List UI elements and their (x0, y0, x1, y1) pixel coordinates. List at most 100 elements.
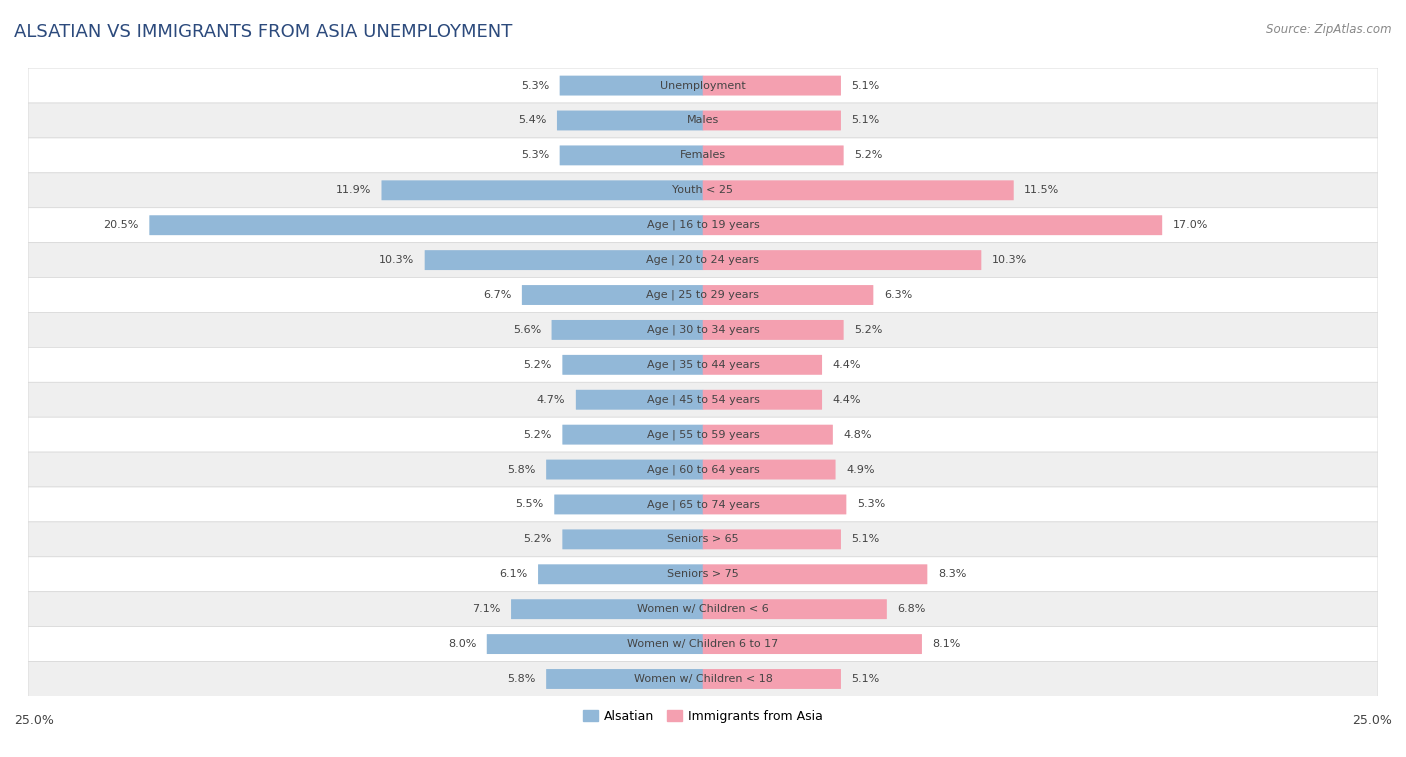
Text: Women w/ Children < 6: Women w/ Children < 6 (637, 604, 769, 614)
FancyBboxPatch shape (703, 529, 841, 550)
FancyBboxPatch shape (557, 111, 703, 130)
Text: Males: Males (688, 116, 718, 126)
Text: 6.8%: 6.8% (897, 604, 925, 614)
Text: 17.0%: 17.0% (1173, 220, 1208, 230)
Text: 20.5%: 20.5% (104, 220, 139, 230)
FancyBboxPatch shape (149, 215, 703, 235)
Text: 5.3%: 5.3% (520, 80, 550, 91)
Text: 6.1%: 6.1% (499, 569, 527, 579)
Text: Age | 20 to 24 years: Age | 20 to 24 years (647, 255, 759, 266)
FancyBboxPatch shape (28, 662, 1378, 696)
Text: Seniors > 65: Seniors > 65 (668, 534, 738, 544)
FancyBboxPatch shape (703, 180, 1014, 201)
Text: Age | 65 to 74 years: Age | 65 to 74 years (647, 499, 759, 509)
Text: 11.9%: 11.9% (336, 185, 371, 195)
Text: 8.0%: 8.0% (449, 639, 477, 649)
FancyBboxPatch shape (28, 173, 1378, 207)
Text: 4.7%: 4.7% (537, 394, 565, 405)
FancyBboxPatch shape (510, 600, 703, 619)
Text: Age | 30 to 34 years: Age | 30 to 34 years (647, 325, 759, 335)
FancyBboxPatch shape (703, 250, 981, 270)
FancyBboxPatch shape (28, 138, 1378, 173)
Text: Age | 25 to 29 years: Age | 25 to 29 years (647, 290, 759, 301)
FancyBboxPatch shape (28, 68, 1378, 103)
FancyBboxPatch shape (28, 207, 1378, 243)
FancyBboxPatch shape (703, 564, 928, 584)
Text: 4.8%: 4.8% (844, 430, 872, 440)
Text: 8.3%: 8.3% (938, 569, 966, 579)
Text: 6.3%: 6.3% (884, 290, 912, 300)
Text: 5.3%: 5.3% (856, 500, 886, 509)
FancyBboxPatch shape (486, 634, 703, 654)
Text: Women w/ Children < 18: Women w/ Children < 18 (634, 674, 772, 684)
FancyBboxPatch shape (703, 459, 835, 479)
FancyBboxPatch shape (381, 180, 703, 201)
Text: 5.2%: 5.2% (855, 325, 883, 335)
FancyBboxPatch shape (703, 425, 832, 444)
Text: 5.8%: 5.8% (508, 674, 536, 684)
Legend: Alsatian, Immigrants from Asia: Alsatian, Immigrants from Asia (578, 705, 828, 728)
FancyBboxPatch shape (28, 347, 1378, 382)
Text: Youth < 25: Youth < 25 (672, 185, 734, 195)
FancyBboxPatch shape (703, 111, 841, 130)
FancyBboxPatch shape (554, 494, 703, 515)
Text: Source: ZipAtlas.com: Source: ZipAtlas.com (1267, 23, 1392, 36)
Text: Seniors > 75: Seniors > 75 (666, 569, 740, 579)
FancyBboxPatch shape (28, 487, 1378, 522)
FancyBboxPatch shape (562, 529, 703, 550)
FancyBboxPatch shape (551, 320, 703, 340)
Text: 4.4%: 4.4% (832, 360, 860, 370)
Text: Age | 60 to 64 years: Age | 60 to 64 years (647, 464, 759, 475)
Text: 25.0%: 25.0% (1353, 714, 1392, 727)
Text: 5.8%: 5.8% (508, 465, 536, 475)
Text: 8.1%: 8.1% (932, 639, 960, 649)
FancyBboxPatch shape (560, 145, 703, 165)
FancyBboxPatch shape (546, 459, 703, 479)
Text: 5.2%: 5.2% (855, 151, 883, 160)
Text: 4.9%: 4.9% (846, 465, 875, 475)
FancyBboxPatch shape (703, 215, 1163, 235)
FancyBboxPatch shape (703, 285, 873, 305)
FancyBboxPatch shape (28, 382, 1378, 417)
FancyBboxPatch shape (28, 243, 1378, 278)
FancyBboxPatch shape (28, 278, 1378, 313)
FancyBboxPatch shape (28, 592, 1378, 627)
FancyBboxPatch shape (703, 145, 844, 165)
FancyBboxPatch shape (425, 250, 703, 270)
FancyBboxPatch shape (546, 669, 703, 689)
FancyBboxPatch shape (703, 494, 846, 515)
Text: Age | 45 to 54 years: Age | 45 to 54 years (647, 394, 759, 405)
FancyBboxPatch shape (28, 313, 1378, 347)
Text: 5.2%: 5.2% (523, 430, 551, 440)
Text: 5.2%: 5.2% (523, 360, 551, 370)
Text: 5.5%: 5.5% (516, 500, 544, 509)
Text: 6.7%: 6.7% (482, 290, 512, 300)
FancyBboxPatch shape (703, 390, 823, 410)
Text: 7.1%: 7.1% (472, 604, 501, 614)
Text: 10.3%: 10.3% (378, 255, 415, 265)
FancyBboxPatch shape (538, 564, 703, 584)
FancyBboxPatch shape (703, 634, 922, 654)
Text: Females: Females (681, 151, 725, 160)
FancyBboxPatch shape (560, 76, 703, 95)
FancyBboxPatch shape (28, 522, 1378, 557)
Text: 5.1%: 5.1% (852, 116, 880, 126)
Text: 10.3%: 10.3% (991, 255, 1028, 265)
Text: 5.3%: 5.3% (520, 151, 550, 160)
Text: 5.1%: 5.1% (852, 80, 880, 91)
Text: 4.4%: 4.4% (832, 394, 860, 405)
FancyBboxPatch shape (28, 103, 1378, 138)
Text: Women w/ Children 6 to 17: Women w/ Children 6 to 17 (627, 639, 779, 649)
FancyBboxPatch shape (703, 669, 841, 689)
FancyBboxPatch shape (703, 320, 844, 340)
FancyBboxPatch shape (703, 600, 887, 619)
Text: 5.1%: 5.1% (852, 674, 880, 684)
FancyBboxPatch shape (562, 425, 703, 444)
FancyBboxPatch shape (703, 76, 841, 95)
FancyBboxPatch shape (28, 452, 1378, 487)
Text: ALSATIAN VS IMMIGRANTS FROM ASIA UNEMPLOYMENT: ALSATIAN VS IMMIGRANTS FROM ASIA UNEMPLO… (14, 23, 512, 41)
Text: Age | 16 to 19 years: Age | 16 to 19 years (647, 220, 759, 230)
FancyBboxPatch shape (576, 390, 703, 410)
FancyBboxPatch shape (703, 355, 823, 375)
Text: 5.2%: 5.2% (523, 534, 551, 544)
